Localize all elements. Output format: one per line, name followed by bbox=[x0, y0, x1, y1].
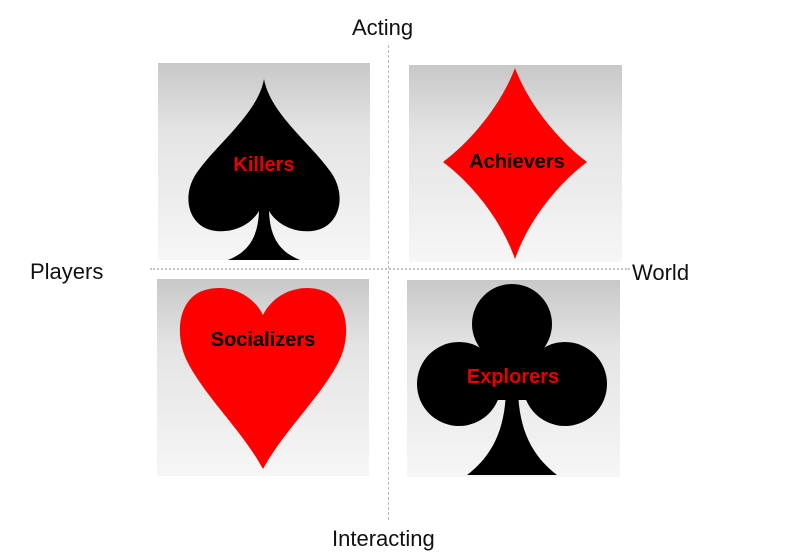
diamond-icon bbox=[443, 68, 587, 259]
explorers-label: Explorers bbox=[466, 366, 560, 388]
vertical-axis-line bbox=[388, 45, 389, 520]
explorers-quadrant: Explorers bbox=[407, 280, 620, 477]
socializers-label: Socializers bbox=[210, 329, 316, 351]
killers-label: Killers bbox=[233, 154, 295, 176]
killers-quadrant: Killers bbox=[158, 63, 370, 260]
socializers-quadrant: Socializers bbox=[157, 279, 369, 476]
club-icon bbox=[417, 284, 607, 475]
spade-icon bbox=[188, 79, 340, 260]
world-axis-label: World bbox=[632, 260, 690, 285]
players-axis-label: Players bbox=[30, 259, 104, 284]
interacting-axis-label: Interacting bbox=[332, 526, 435, 551]
achievers-quadrant: Achievers bbox=[409, 65, 622, 262]
horizontal-axis-line bbox=[150, 268, 630, 270]
achievers-label: Achievers bbox=[469, 151, 565, 173]
heart-icon bbox=[179, 288, 347, 469]
acting-axis-label: Acting bbox=[352, 15, 414, 40]
